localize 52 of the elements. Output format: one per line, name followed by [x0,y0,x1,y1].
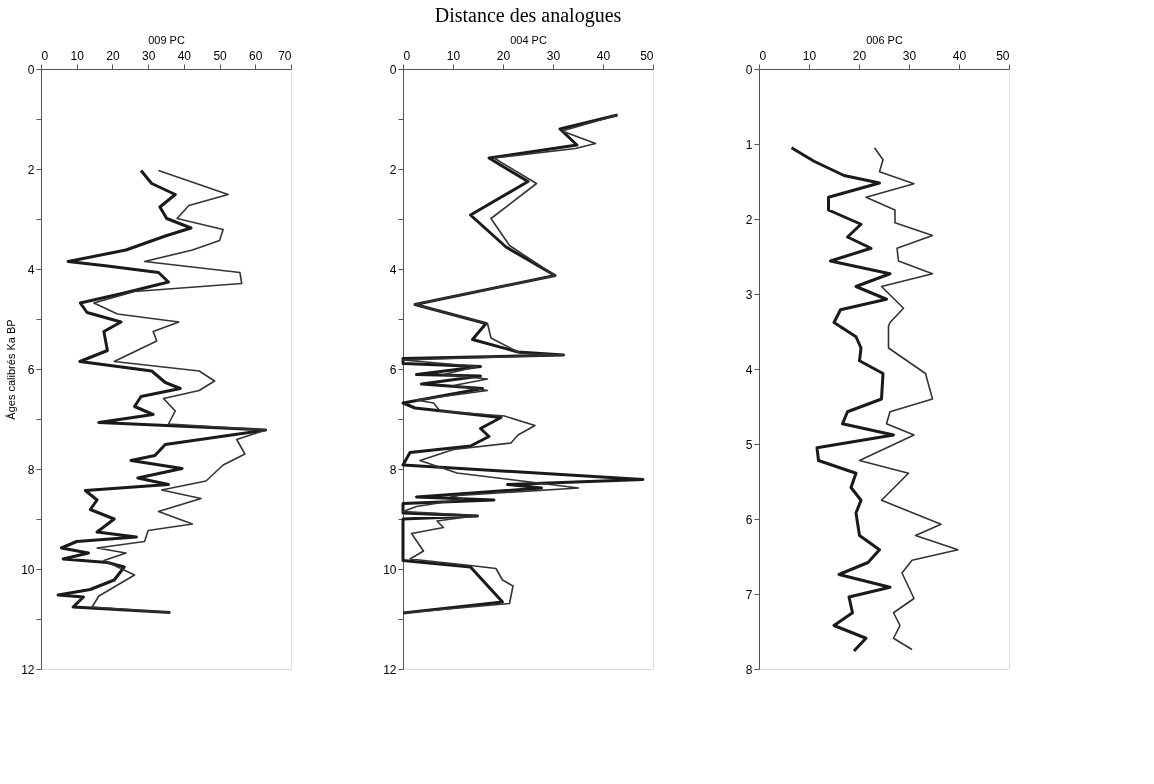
x-tick-label: 40 [177,48,192,63]
y-tick-label: 8 [389,462,397,477]
y-tick-label: 12 [21,662,35,677]
y-tick-label: 3 [745,287,753,302]
x-tick-label: 40 [952,48,967,63]
x-axis-title: 004 PC [510,33,547,46]
x-tick-label: 30 [902,48,917,63]
line-series [790,146,895,653]
y-tick-label: 12 [383,662,397,677]
y-tick-label: 0 [389,62,397,77]
y-tick-label: 4 [745,362,753,377]
y-axis-title: Âges calibrés Ka BP [5,319,18,420]
y-tick-label: 2 [745,212,753,227]
chart-title: Distance des analogues [434,4,622,27]
y-tick-label: 6 [389,362,397,377]
x-tick-label: 20 [496,48,511,63]
y-tick-label: 0 [27,62,35,77]
x-tick-label: 30 [546,48,561,63]
x-tick-label: 10 [70,48,85,63]
y-tick-label: 6 [27,362,35,377]
y-tick-label: 6 [745,512,753,527]
y-tick-label: 5 [745,437,753,452]
x-axis-title: 009 PC [148,33,185,46]
y-tick-label: 2 [389,162,397,177]
x-tick-label: 10 [446,48,461,63]
y-tick-label: 7 [745,587,753,602]
y-tick-label: 8 [27,462,35,477]
y-tick-label: 10 [383,562,397,577]
x-axis-title: 006 PC [866,33,903,46]
y-tick-label: 10 [21,562,35,577]
y-tick-label: 2 [27,162,35,177]
x-tick-label: 50 [996,48,1010,63]
y-tick-label: 4 [389,262,397,277]
x-tick-label: 70 [278,48,292,63]
x-tick-label: 50 [640,48,654,63]
y-tick-label: 0 [745,62,753,77]
y-tick-label: 1 [745,137,753,152]
x-tick-label: 0 [403,48,411,63]
x-tick-label: 60 [249,48,263,63]
x-tick-label: 20 [106,48,120,63]
y-tick-label: 8 [745,662,753,677]
y-tick-label: 4 [27,262,35,277]
line-series [56,169,268,614]
x-tick-label: 50 [213,48,228,63]
x-tick-label: 30 [141,48,156,63]
line-series [858,146,959,651]
x-tick-label: 40 [596,48,611,63]
x-tick-label: 0 [41,48,49,63]
x-tick-label: 20 [852,48,867,63]
x-tick-label: 10 [802,48,817,63]
x-tick-label: 0 [759,48,767,63]
line-series [91,169,267,614]
